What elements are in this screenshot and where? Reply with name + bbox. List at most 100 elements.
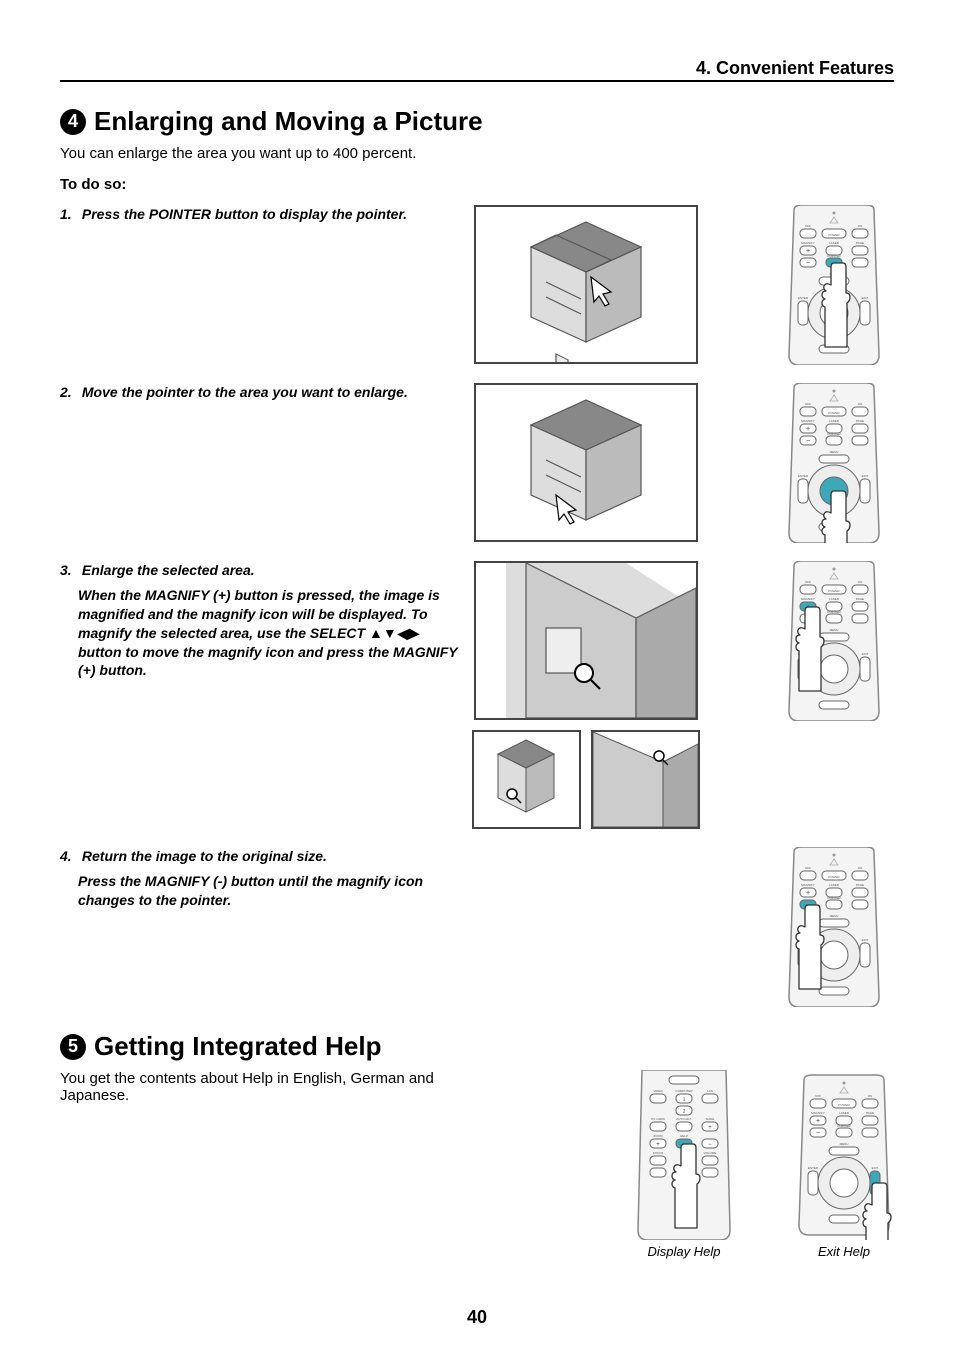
svg-text:POINTER: POINTER bbox=[837, 1124, 851, 1128]
step-3-number: 3. bbox=[60, 561, 78, 580]
display-help-remote: VIDEO COMPUTER LAN 1 2 PC CARD AUTO ADJ.… bbox=[634, 1070, 734, 1240]
svg-text:−: − bbox=[806, 260, 810, 267]
svg-text:EXIT: EXIT bbox=[862, 296, 869, 300]
svg-text:OFF: OFF bbox=[805, 224, 811, 228]
svg-text:MAGNIFY: MAGNIFY bbox=[801, 241, 815, 245]
section-5-title: Getting Integrated Help bbox=[94, 1031, 381, 1062]
svg-text:MAGNIFY: MAGNIFY bbox=[801, 419, 815, 423]
page-number: 40 bbox=[0, 1307, 954, 1328]
svg-text:ON: ON bbox=[858, 402, 863, 406]
svg-text:PAGE: PAGE bbox=[856, 883, 864, 887]
svg-text:+: + bbox=[816, 1118, 820, 1125]
svg-text:POINTER: POINTER bbox=[827, 254, 841, 258]
svg-text:OFF: OFF bbox=[805, 580, 811, 584]
svg-text:ENTER: ENTER bbox=[798, 474, 809, 478]
svg-text:EXIT: EXIT bbox=[872, 1166, 879, 1170]
section-number-badge: 5 bbox=[60, 1034, 86, 1060]
svg-text:2: 2 bbox=[683, 1109, 686, 1115]
svg-text:LASER: LASER bbox=[829, 241, 840, 245]
svg-text:LASER: LASER bbox=[829, 597, 840, 601]
svg-text:PC CARD: PC CARD bbox=[651, 1117, 665, 1121]
display-help-caption: Display Help bbox=[634, 1244, 734, 1259]
step-2-screen-illustration bbox=[474, 383, 698, 542]
svg-text:MENU: MENU bbox=[840, 1142, 849, 1146]
step-1-text: Press the POINTER button to display the … bbox=[82, 206, 407, 222]
svg-text:ENTER: ENTER bbox=[808, 1166, 819, 1170]
svg-text:ON: ON bbox=[858, 580, 863, 584]
svg-text:COMPUTER: COMPUTER bbox=[675, 1089, 693, 1093]
step-3a-text: Enlarge the selected area. bbox=[82, 562, 255, 578]
svg-text:OFF: OFF bbox=[805, 402, 811, 406]
svg-text:ON: ON bbox=[858, 224, 863, 228]
svg-text:EXIT: EXIT bbox=[862, 474, 869, 478]
step-1-row: 1. Press the POINTER button to display t… bbox=[60, 205, 894, 365]
svg-text:POINTER: POINTER bbox=[827, 896, 841, 900]
svg-text:PAGE: PAGE bbox=[856, 597, 864, 601]
step-1-screen-illustration bbox=[474, 205, 698, 364]
section-5-heading: 5 Getting Integrated Help bbox=[60, 1031, 894, 1062]
step-2-text: Move the pointer to the area you want to… bbox=[82, 384, 408, 400]
svg-text:POWER: POWER bbox=[828, 875, 840, 879]
svg-text:MAGNIFY: MAGNIFY bbox=[811, 1111, 825, 1115]
svg-text:+: + bbox=[708, 1125, 712, 1131]
step-2-remote-illustration: OFF POWER ON MAGNIFY LASER PAGE + − POIN… bbox=[784, 383, 884, 543]
svg-text:HELP: HELP bbox=[680, 1134, 688, 1138]
step-3-row: 3. Enlarge the selected area. When the M… bbox=[60, 561, 894, 829]
section-4-heading: 4 Enlarging and Moving a Picture bbox=[60, 106, 894, 137]
section-number-badge: 4 bbox=[60, 109, 86, 135]
svg-text:ZOOM: ZOOM bbox=[654, 1134, 663, 1138]
exit-help-caption: Exit Help bbox=[794, 1244, 894, 1259]
svg-text:LASER: LASER bbox=[839, 1111, 850, 1115]
step-4-row: 4. Return the image to the original size… bbox=[60, 847, 894, 1007]
svg-text:MENU: MENU bbox=[830, 628, 839, 632]
svg-text:MENU: MENU bbox=[830, 450, 839, 454]
svg-text:−: − bbox=[816, 1130, 820, 1137]
svg-text:POINTER: POINTER bbox=[827, 610, 841, 614]
step-2-number: 2. bbox=[60, 383, 78, 402]
svg-text:+: + bbox=[806, 248, 810, 255]
step-3-remote-illustration: OFF POWER ON MAGNIFY LASER PAGE + − POIN… bbox=[784, 561, 884, 721]
todo-label: To do so: bbox=[60, 176, 894, 193]
svg-text:PAGE: PAGE bbox=[856, 419, 864, 423]
svg-text:LASER: LASER bbox=[829, 883, 840, 887]
svg-text:−: − bbox=[708, 1142, 712, 1148]
svg-text:ENTER: ENTER bbox=[798, 296, 809, 300]
svg-text:POWER: POWER bbox=[828, 589, 840, 593]
section-5-intro: You get the contents about Help in Engli… bbox=[60, 1070, 500, 1104]
svg-text:EXIT: EXIT bbox=[862, 938, 869, 942]
step-3-screen-illustration bbox=[474, 561, 698, 720]
step-3b-text: When the MAGNIFY (+) button is pressed, … bbox=[60, 586, 460, 680]
svg-text:ON: ON bbox=[858, 866, 863, 870]
svg-text:POWER: POWER bbox=[828, 411, 840, 415]
svg-text:MAGNIFY: MAGNIFY bbox=[801, 597, 815, 601]
svg-text:EXIT: EXIT bbox=[862, 652, 869, 656]
svg-text:OFF: OFF bbox=[805, 866, 811, 870]
svg-text:LASER: LASER bbox=[829, 419, 840, 423]
svg-text:POWER: POWER bbox=[828, 233, 840, 237]
exit-help-remote: OFF POWER ON MAGNIFY LASER PAGE + − POIN… bbox=[794, 1070, 894, 1240]
svg-text:MENU: MENU bbox=[830, 914, 839, 918]
svg-text:1: 1 bbox=[683, 1097, 686, 1103]
svg-text:POWER: POWER bbox=[838, 1103, 850, 1107]
step-2-row: 2. Move the pointer to the area you want… bbox=[60, 383, 894, 543]
section-4-title: Enlarging and Moving a Picture bbox=[94, 106, 483, 137]
svg-text:ON: ON bbox=[868, 1094, 873, 1098]
section-4-intro: You can enlarge the area you want up to … bbox=[60, 145, 894, 162]
svg-text:OFF: OFF bbox=[815, 1094, 821, 1098]
step-3-dual-left bbox=[472, 730, 581, 829]
step-4-remote-illustration: OFF POWER ON MAGNIFY LASER PAGE + − POIN… bbox=[784, 847, 884, 1007]
svg-text:MAGNIFY: MAGNIFY bbox=[801, 883, 815, 887]
svg-text:POINTER: POINTER bbox=[827, 432, 841, 436]
svg-text:SLIDE: SLIDE bbox=[706, 1117, 715, 1121]
svg-text:LAN: LAN bbox=[707, 1089, 713, 1093]
svg-text:+: + bbox=[806, 426, 810, 433]
svg-text:PAGE: PAGE bbox=[866, 1111, 874, 1115]
svg-text:VIDEO: VIDEO bbox=[653, 1089, 663, 1093]
svg-text:PAGE: PAGE bbox=[856, 241, 864, 245]
svg-text:AUTO ADJ.: AUTO ADJ. bbox=[676, 1117, 692, 1121]
svg-text:−: − bbox=[806, 438, 810, 445]
step-4b-text: Press the MAGNIFY (-) button until the m… bbox=[60, 872, 460, 910]
svg-text:FOCUS: FOCUS bbox=[653, 1151, 664, 1155]
step-1-remote-illustration: OFF POWER ON MAGNIFY LASER PAGE + − POIN… bbox=[784, 205, 884, 365]
chapter-header: 4. Convenient Features bbox=[688, 58, 894, 79]
